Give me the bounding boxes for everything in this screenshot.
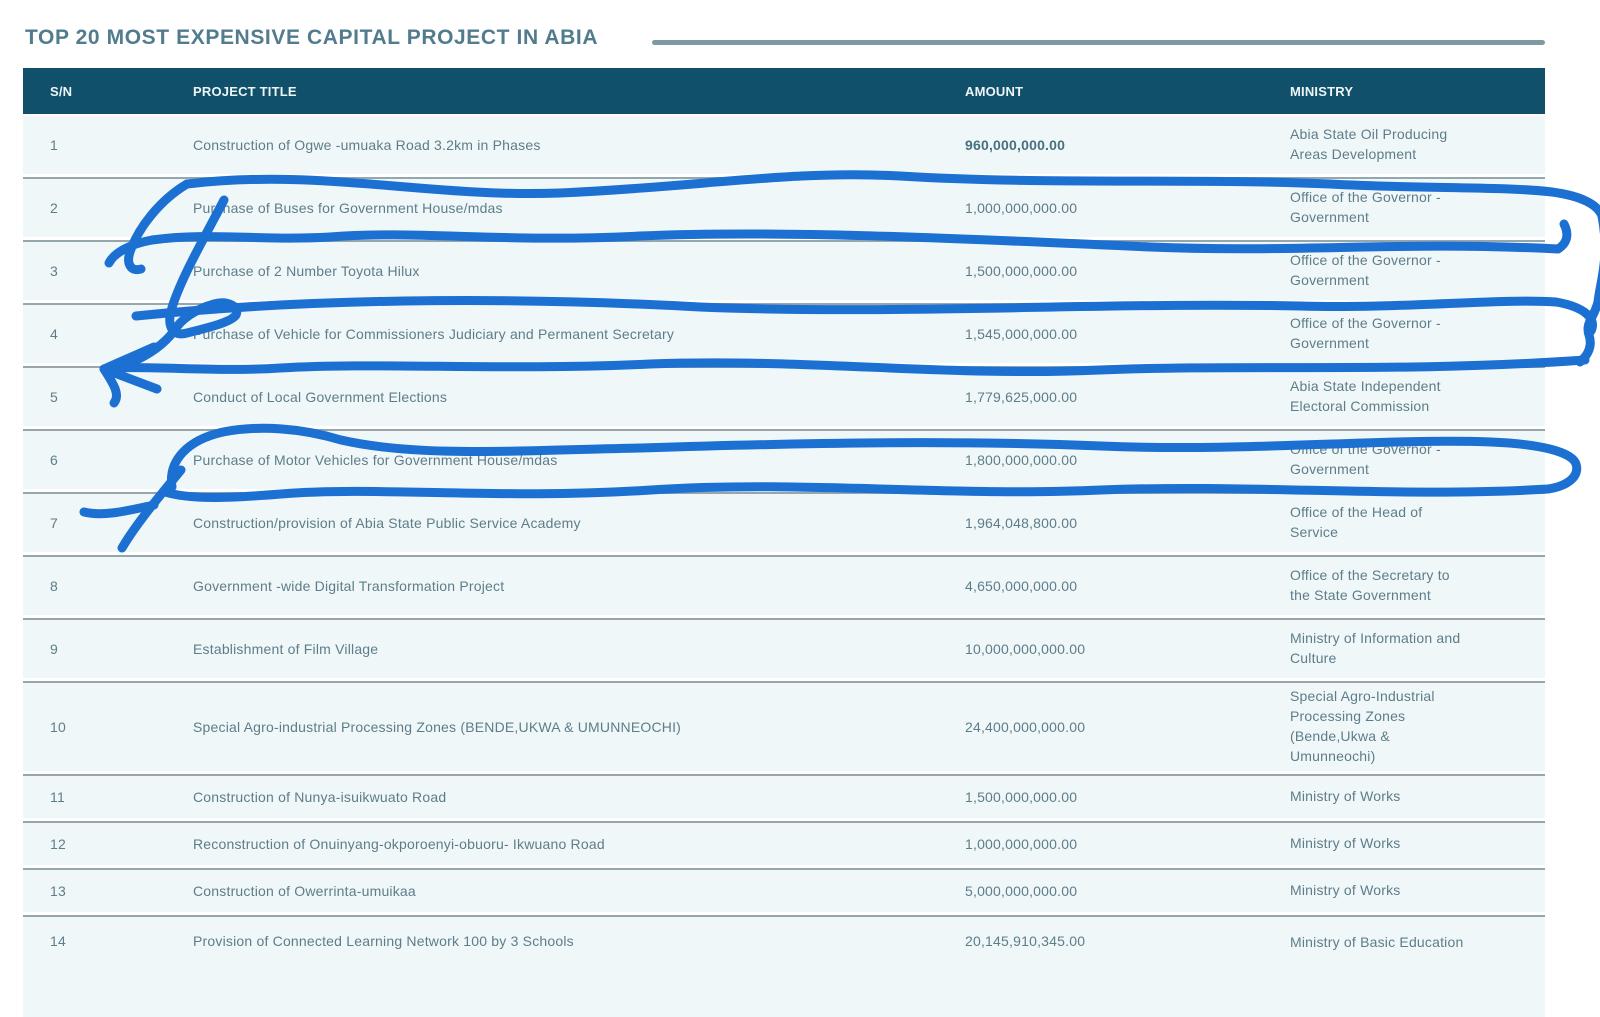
- project-title-cell: Provision of Connected Learning Network …: [193, 933, 574, 949]
- project-title-cell: Purchase of Vehicle for Commissioners Ju…: [193, 326, 675, 342]
- sn-cell: 11: [50, 789, 65, 805]
- project-title-cell: Purchase of Buses for Government House/m…: [193, 200, 503, 216]
- table-row: 6 Purchase of Motor Vehicles for Governm…: [23, 429, 1545, 489]
- page-title: TOP 20 MOST EXPENSIVE CAPITAL PROJECT IN…: [25, 26, 599, 49]
- ministry-cell: Office of the Governor - Government: [1290, 315, 1441, 351]
- sn-cell: 13: [50, 883, 66, 899]
- ministry-cell: Office of the Governor - Government: [1290, 441, 1441, 477]
- sn-cell: 6: [50, 452, 58, 468]
- column-header-ministry: MINISTRY: [1290, 83, 1354, 99]
- ministry-cell: Office of the Governor - Government: [1290, 252, 1441, 288]
- table-row: 9 Establishment of Film Village 10,000,0…: [23, 618, 1545, 678]
- sn-cell: 5: [50, 389, 58, 405]
- amount-cell: 1,964,048,800.00: [965, 515, 1078, 531]
- amount-cell: 4,650,000,000.00: [965, 578, 1078, 594]
- table-row: 13 Construction of Owerrinta-umuikaa 5,0…: [23, 868, 1545, 912]
- sn-cell: 9: [50, 641, 58, 657]
- ministry-cell: Ministry of Works: [1290, 788, 1401, 805]
- project-title-cell: Conduct of Local Government Elections: [193, 389, 448, 405]
- table-row: 12 Reconstruction of Onuinyang-okporoeny…: [23, 821, 1545, 865]
- amount-cell: 5,000,000,000.00: [965, 883, 1078, 899]
- ministry-cell: Ministry of Works: [1290, 882, 1401, 899]
- title-rule-line: [652, 40, 1545, 45]
- ministry-cell: Office of the Secretary to the State Gov…: [1290, 567, 1450, 603]
- table-row: 2 Purchase of Buses for Government House…: [23, 177, 1545, 237]
- project-title-cell: Construction/provision of Abia State Pub…: [193, 515, 581, 531]
- sn-cell: 8: [50, 578, 58, 594]
- amount-cell: 1,800,000,000.00: [965, 452, 1078, 468]
- project-title-cell: Government -wide Digital Transformation …: [193, 578, 505, 594]
- table-row: 5 Conduct of Local Government Elections …: [23, 366, 1545, 426]
- column-header-amount: AMOUNT: [965, 83, 1024, 99]
- amount-cell: 10,000,000,000.00: [965, 641, 1086, 657]
- sn-cell: 10: [50, 719, 66, 735]
- sn-cell: 1: [50, 137, 58, 153]
- project-title-cell: Construction of Owerrinta-umuikaa: [193, 883, 416, 899]
- amount-cell: 960,000,000.00: [965, 137, 1066, 153]
- table-row: 14 Provision of Connected Learning Netwo…: [23, 915, 1545, 1017]
- project-title-cell: Reconstruction of Onuinyang-okporoenyi-o…: [193, 836, 605, 852]
- ministry-cell: Abia State Independent Electoral Commiss…: [1290, 378, 1441, 414]
- ministry-cell: Special Agro-Industrial Processing Zones…: [1290, 688, 1435, 764]
- table-header-row: S/N PROJECT TITLE AMOUNT MINISTRY: [23, 68, 1545, 114]
- table-row: 8 Government -wide Digital Transformatio…: [23, 555, 1545, 615]
- table-row: 1 Construction of Ogwe -umuaka Road 3.2k…: [23, 116, 1545, 174]
- table-row: 3 Purchase of 2 Number Toyota Hilux 1,50…: [23, 240, 1545, 300]
- ministry-cell: Ministry of Works: [1290, 835, 1401, 852]
- table-row: 4 Purchase of Vehicle for Commissioners …: [23, 303, 1545, 363]
- project-title-cell: Establishment of Film Village: [193, 641, 379, 657]
- project-title-cell: Construction of Nunya-isuikwuato Road: [193, 789, 447, 805]
- project-title-cell: Purchase of 2 Number Toyota Hilux: [193, 263, 420, 279]
- projects-table: S/N PROJECT TITLE AMOUNT MINISTRY 1 Cons…: [23, 68, 1545, 1017]
- amount-cell: 20,145,910,345.00: [965, 933, 1086, 949]
- project-title-cell: Special Agro-industrial Processing Zones…: [193, 719, 682, 735]
- sn-cell: 12: [50, 836, 66, 852]
- sn-cell: 14: [50, 933, 66, 949]
- table-row: 11 Construction of Nunya-isuikwuato Road…: [23, 774, 1545, 818]
- ministry-cell: Abia State Oil Producing Areas Developme…: [1290, 126, 1448, 162]
- column-header-title: PROJECT TITLE: [193, 83, 297, 99]
- ministry-cell: Office of the Governor - Government: [1290, 189, 1441, 225]
- amount-cell: 1,545,000,000.00: [965, 326, 1078, 342]
- project-title-cell: Purchase of Motor Vehicles for Governmen…: [193, 452, 558, 468]
- column-header-sn: S/N: [50, 83, 73, 99]
- amount-cell: 1,000,000,000.00: [965, 836, 1078, 852]
- ministry-cell: Ministry of Information and Culture: [1290, 630, 1461, 666]
- sn-cell: 7: [50, 515, 58, 531]
- amount-cell: 1,500,000,000.00: [965, 789, 1078, 805]
- table-row: 10 Special Agro-industrial Processing Zo…: [23, 681, 1545, 771]
- amount-cell: 1,500,000,000.00: [965, 263, 1078, 279]
- table-body: 1 Construction of Ogwe -umuaka Road 3.2k…: [23, 116, 1545, 1017]
- amount-cell: 1,779,625,000.00: [965, 389, 1078, 405]
- ministry-cell: Office of the Head of Service: [1290, 504, 1423, 540]
- project-title-cell: Construction of Ogwe -umuaka Road 3.2km …: [193, 137, 541, 153]
- table-row: 7 Construction/provision of Abia State P…: [23, 492, 1545, 552]
- amount-cell: 24,400,000,000.00: [965, 719, 1086, 735]
- ministry-cell: Ministry of Basic Education: [1290, 934, 1464, 950]
- amount-cell: 1,000,000,000.00: [965, 200, 1078, 216]
- sn-cell: 4: [50, 326, 58, 342]
- sn-cell: 2: [50, 200, 58, 216]
- sn-cell: 3: [50, 263, 58, 279]
